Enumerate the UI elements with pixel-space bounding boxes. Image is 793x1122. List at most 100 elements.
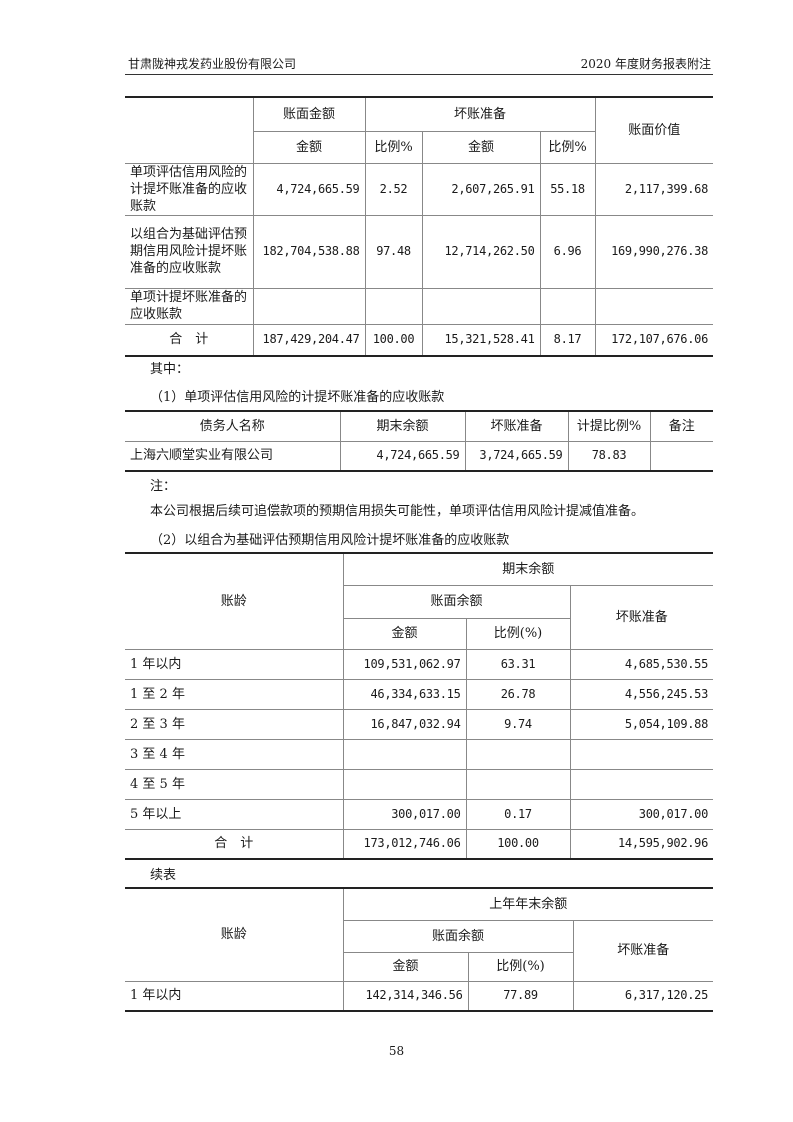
col-period-end: 期末余额 [342,552,714,586]
bad-debt-cell: 5,054,109.88 [569,708,714,740]
ratio-cell [364,287,423,325]
table-row: 3 至 4 年 [125,738,714,770]
col-bad-debt: 坏账准备 [569,584,714,650]
remarks [649,440,713,472]
debtor-name: 上海六顺堂实业有限公司 [125,440,341,472]
ratio-cell [465,768,571,800]
bad-debt-cell: 14,595,902.96 [569,828,714,860]
ratio-cell: 2.52 [364,162,423,216]
ratio-cell: 100.00 [364,323,423,357]
bad-amount-cell: 15,321,528.41 [421,323,541,357]
age-label: 2 至 3 年 [125,708,344,740]
ratio-cell: 97.48 [364,214,423,289]
amount-cell: 142,314,346.56 [342,980,469,1012]
ratio-cell [465,738,571,770]
col-bad-debt: 坏账准备 [572,919,714,982]
bad-debt-cell [569,768,714,800]
amount-cell: 173,012,746.06 [342,828,467,860]
age-label: 1 年以内 [125,980,344,1012]
ratio-cell: 9.74 [465,708,571,740]
age-label: 1 至 2 年 [125,678,344,710]
col-ratio: 比例% [364,130,423,164]
corner-cell [125,96,254,164]
individual-debtor-table: 债务人名称 期末余额 坏账准备 计提比例% 备注 上海六顺堂实业有限公司 4,724,66… [125,410,713,472]
bad-amount-cell [421,287,541,325]
col-ratio: 比例(%) [465,617,570,650]
col-age: 账龄 [125,887,344,982]
header-divider [125,74,713,75]
amount-cell: 182,704,538.88 [252,214,366,289]
amount-cell [342,738,467,770]
col-prior-year-end: 上年年末余额 [342,887,714,921]
bad-ratio-cell: 8.17 [539,323,596,357]
table-row: 单项计提坏账准备的应收账款 [125,287,714,325]
receivables-summary-table: 账面金额 坏账准备 账面价值 金额 比例% 金额 比例% 单项评估信用风险的计提… [125,96,714,357]
amount-cell: 109,531,062.97 [342,648,467,680]
book-value-cell: 172,107,676.06 [594,323,714,357]
bad-amount-cell: 2,607,265.91 [421,162,541,216]
column-header: 计提比例% [567,410,651,442]
amount-cell: 46,334,633.15 [342,678,467,710]
bad-debt-provision: 3,724,665.59 [464,440,569,472]
table-row: 上海六顺堂实业有限公司 4,724,665.59 3,724,665.59 78.83 [125,440,713,472]
provision-ratio: 78.83 [567,440,651,472]
table-row: 1 年以内 142,314,346.56 77.89 6,317,120.25 [125,980,714,1012]
table-row: 合 计 173,012,746.06 100.00 14,595,902.96 [125,828,714,860]
col-age: 账龄 [125,552,344,650]
row-label: 单项计提坏账准备的应收账款 [125,287,254,325]
among-label: 其中： [150,362,190,377]
amount-cell: 16,847,032.94 [342,708,467,740]
col-bad-debt: 坏账准备 [364,96,596,132]
report-title: 2020 年度财务报表附注 [580,57,711,71]
amount-cell: 187,429,204.47 [252,323,366,357]
table-row: 1 年以内 109,531,062.97 63.31 4,685,530.55 [125,648,714,680]
book-value-cell [594,287,714,325]
company-name: 甘肃陇神戎发药业股份有限公司 [128,57,297,71]
ratio-cell: 63.31 [465,648,571,680]
table-row: 4 至 5 年 [125,768,714,800]
book-value-cell: 169,990,276.38 [594,214,714,289]
bad-ratio-cell: 6.96 [539,214,596,289]
age-label: 3 至 4 年 [125,738,344,770]
table-row: 合 计 187,429,204.47 100.00 15,321,528.41 8.17… [125,323,714,357]
table-row: 以组合为基础评估预期信用风险计提坏账准备的应收账款 182,704,538.88 9… [125,214,714,289]
col-amount: 金额 [343,617,467,650]
note-label: 注： [150,479,177,494]
bad-debt-cell: 4,556,245.53 [569,678,714,710]
row-label: 以组合为基础评估预期信用风险计提坏账准备的应收账款 [125,214,254,289]
bad-debt-cell: 4,685,530.55 [569,648,714,680]
col-amount: 金额 [343,951,469,982]
col-ratio: 比例(%) [467,951,573,982]
table-row: 1 至 2 年 46,334,633.15 26.78 4,556,245.53 [125,678,714,710]
row-label: 单项评估信用风险的计提坏账准备的应收账款 [125,162,254,216]
aging-table-prior-year: 账龄 上年年末余额 账面余额 坏账准备 金额 比例(%) 1 年以内 142,31… [125,887,714,1012]
column-header: 坏账准备 [464,410,569,442]
col-book-balance: 账面金额 [252,96,366,132]
amount-cell: 300,017.00 [342,798,467,830]
bad-ratio-cell [539,287,596,325]
table-row: 5 年以上 300,017.00 0.17 300,017.00 [125,798,714,830]
age-label: 5 年以上 [125,798,344,830]
bad-debt-cell: 300,017.00 [569,798,714,830]
table-row: 2 至 3 年 16,847,032.94 9.74 5,054,109.88 [125,708,714,740]
column-header: 期末余额 [339,410,466,442]
col-book-value: 账面价值 [594,96,714,164]
section-2-title: （2）以组合为基础评估预期信用风险计提坏账准备的应收账款 [150,533,510,548]
amount-cell [252,287,366,325]
continued-label: 续表 [150,868,177,883]
ratio-cell: 0.17 [465,798,571,830]
table-row: 单项评估信用风险的计提坏账准备的应收账款 4,724,665.59 2.52 2,60… [125,162,714,216]
col-book-balance: 账面余额 [343,584,571,619]
page-number: 58 [388,1044,405,1058]
book-value-cell: 2,117,399.68 [594,162,714,216]
section-1-title: （1）单项评估信用风险的计提坏账准备的应收账款 [150,390,445,405]
amount-cell [342,768,467,800]
bad-debt-cell: 6,317,120.25 [572,980,714,1012]
ratio-cell: 77.89 [467,980,574,1012]
bad-ratio-cell: 55.18 [539,162,596,216]
ratio-cell: 26.78 [465,678,571,710]
col-bad-ratio: 比例% [539,130,596,164]
col-amount: 金额 [253,130,366,164]
amount-cell: 4,724,665.59 [252,162,366,216]
column-header: 备注 [649,410,713,442]
